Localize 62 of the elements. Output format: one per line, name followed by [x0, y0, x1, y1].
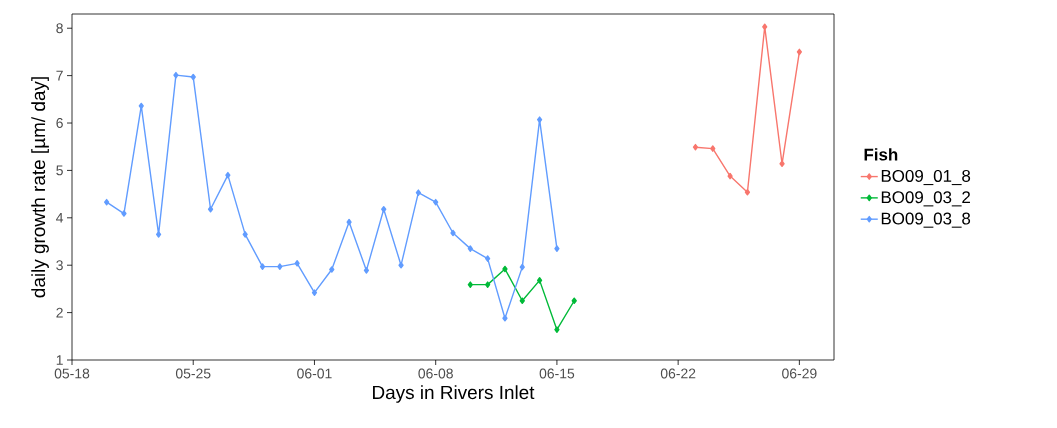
point [346, 218, 352, 226]
y-tick-label: 7 [56, 70, 63, 81]
point [779, 160, 785, 168]
point [536, 277, 543, 284]
point [485, 255, 491, 262]
point [502, 315, 508, 322]
y-tick-label: 1 [56, 355, 63, 365]
point [485, 281, 491, 288]
point [190, 73, 196, 81]
point [138, 102, 144, 110]
point [502, 265, 508, 273]
point [173, 71, 179, 79]
point [398, 261, 404, 269]
point [381, 205, 387, 213]
point [536, 116, 543, 123]
point [104, 198, 110, 206]
legend-title: Fish [864, 148, 898, 161]
point [796, 48, 803, 56]
point [710, 145, 716, 152]
point [519, 263, 525, 271]
point [762, 23, 768, 31]
point [242, 231, 248, 238]
legend-label: BO09_03_2 [881, 191, 970, 207]
point [363, 267, 370, 274]
y-tick-label: 5 [56, 165, 63, 176]
point [121, 210, 127, 217]
y-axis-title: daily growth rate [µm/ day] [31, 77, 49, 298]
point [415, 189, 422, 196]
y-tick-label: 4 [56, 213, 64, 223]
point [692, 143, 699, 151]
x-tick-label: 06-01 [297, 368, 332, 379]
point [155, 231, 162, 238]
x-tick-label: 06-15 [539, 368, 575, 379]
point [467, 281, 473, 288]
x-tick-label: 06-29 [782, 368, 817, 379]
y-tick-label: 3 [56, 260, 63, 271]
point [294, 260, 300, 267]
x-tick-label: 06-08 [418, 368, 453, 379]
x-tick-label: 06-22 [660, 368, 696, 379]
legend-label: BO09_03_8 [881, 212, 971, 228]
y-tick-label: 8 [56, 23, 63, 34]
point [744, 188, 751, 196]
point [207, 205, 214, 213]
y-tick-label: 2 [56, 307, 63, 318]
point [329, 266, 335, 273]
point [433, 198, 439, 206]
point [259, 263, 266, 270]
point [554, 245, 560, 252]
y-tick-label: 6 [56, 118, 63, 128]
point [554, 326, 560, 333]
point [311, 289, 318, 296]
x-tick-label: 05-18 [54, 368, 90, 379]
x-axis-title: Days in Rivers Inlet [373, 385, 535, 403]
point [225, 171, 231, 179]
point [467, 245, 473, 252]
point [571, 297, 577, 305]
legend-label: BO09_01_8 [881, 169, 971, 186]
point [277, 263, 283, 270]
point [727, 172, 733, 180]
point [450, 229, 456, 237]
x-tick-label: 05-25 [175, 368, 211, 379]
point [519, 297, 525, 305]
